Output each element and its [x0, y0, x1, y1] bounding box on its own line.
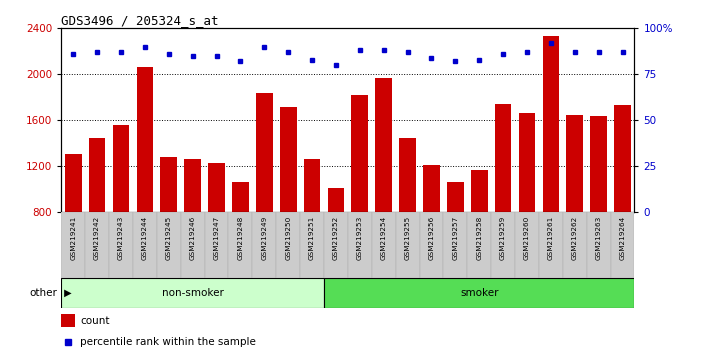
Bar: [467, 212, 491, 278]
Text: GSM219256: GSM219256: [428, 216, 435, 260]
Bar: [89, 138, 105, 304]
Text: percentile rank within the sample: percentile rank within the sample: [80, 337, 256, 348]
Text: GSM219261: GSM219261: [548, 216, 554, 260]
Bar: [590, 116, 607, 304]
Bar: [327, 188, 345, 304]
Text: GSM219258: GSM219258: [477, 216, 482, 260]
Text: smoker: smoker: [460, 288, 498, 298]
Bar: [491, 212, 515, 278]
Bar: [420, 212, 443, 278]
Text: GSM219252: GSM219252: [333, 216, 339, 260]
Bar: [133, 212, 157, 278]
Bar: [61, 212, 85, 278]
Bar: [61, 314, 75, 327]
Bar: [61, 278, 324, 308]
Text: GSM219262: GSM219262: [572, 216, 578, 260]
Bar: [280, 107, 296, 304]
Bar: [567, 115, 583, 304]
Text: GSM219259: GSM219259: [500, 216, 506, 260]
Bar: [324, 212, 348, 278]
Text: GSM219257: GSM219257: [452, 216, 459, 260]
Bar: [372, 212, 396, 278]
Text: GSM219254: GSM219254: [381, 216, 386, 260]
Text: GSM219243: GSM219243: [118, 216, 124, 260]
Bar: [65, 154, 81, 304]
Bar: [376, 78, 392, 304]
Bar: [471, 170, 487, 304]
Bar: [276, 212, 300, 278]
Bar: [614, 105, 631, 304]
Bar: [109, 212, 133, 278]
Text: GSM219242: GSM219242: [94, 216, 100, 260]
Text: GSM219248: GSM219248: [237, 216, 244, 260]
Bar: [423, 165, 440, 304]
Bar: [515, 212, 539, 278]
Text: GSM219255: GSM219255: [404, 216, 410, 260]
Text: GSM219260: GSM219260: [524, 216, 530, 260]
Text: GSM219253: GSM219253: [357, 216, 363, 260]
Bar: [229, 212, 252, 278]
Text: GDS3496 / 205324_s_at: GDS3496 / 205324_s_at: [61, 14, 218, 27]
Bar: [399, 138, 416, 304]
Bar: [85, 212, 109, 278]
Bar: [185, 160, 201, 304]
Bar: [157, 212, 181, 278]
Bar: [587, 212, 611, 278]
Text: GSM219244: GSM219244: [142, 216, 148, 260]
Bar: [232, 183, 249, 304]
Bar: [443, 212, 467, 278]
Bar: [539, 212, 563, 278]
Bar: [112, 125, 129, 304]
Text: non-smoker: non-smoker: [162, 288, 224, 298]
Bar: [304, 160, 320, 304]
Bar: [181, 212, 205, 278]
Text: other: other: [30, 288, 58, 298]
Bar: [208, 163, 225, 304]
Text: GSM219247: GSM219247: [213, 216, 219, 260]
Bar: [396, 212, 420, 278]
Text: GSM219251: GSM219251: [309, 216, 315, 260]
Bar: [205, 212, 229, 278]
Text: GSM219264: GSM219264: [619, 216, 626, 260]
Text: GSM219249: GSM219249: [261, 216, 267, 260]
Text: GSM219241: GSM219241: [70, 216, 76, 260]
Bar: [518, 114, 536, 304]
Text: GSM219245: GSM219245: [166, 216, 172, 260]
Bar: [563, 212, 587, 278]
Bar: [351, 95, 368, 304]
Text: count: count: [80, 316, 110, 326]
Bar: [160, 157, 177, 304]
Bar: [611, 212, 634, 278]
Bar: [447, 183, 464, 304]
Bar: [324, 278, 634, 308]
Text: GSM219246: GSM219246: [190, 216, 195, 260]
Text: ▶: ▶: [61, 288, 71, 298]
Bar: [542, 36, 559, 304]
Text: GSM219250: GSM219250: [286, 216, 291, 260]
Bar: [136, 68, 154, 304]
Bar: [348, 212, 372, 278]
Bar: [252, 212, 276, 278]
Bar: [300, 212, 324, 278]
Bar: [256, 93, 273, 304]
Text: GSM219263: GSM219263: [596, 216, 601, 260]
Bar: [495, 104, 511, 304]
